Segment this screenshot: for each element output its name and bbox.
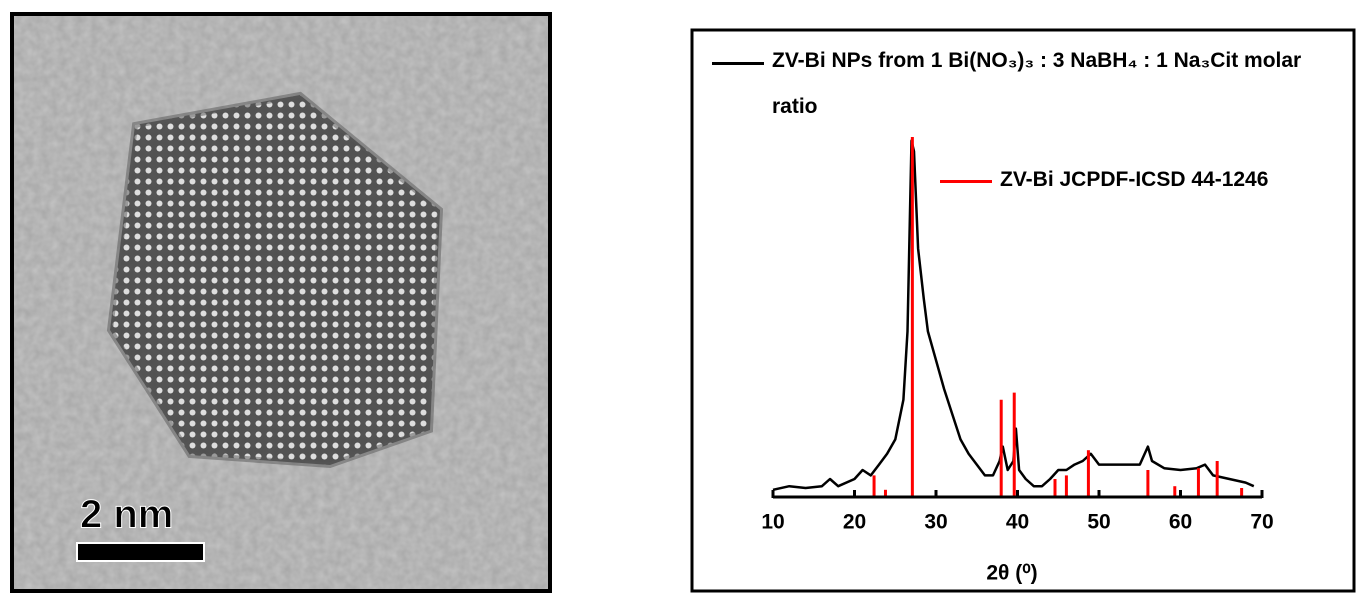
scale-label: 2 nm: [80, 493, 173, 537]
legend-label: ZV-Bi NPs from 1 Bi(NO₃)₃ : 3 NaBH₄ : 1 …: [772, 49, 1302, 118]
legend-entry: ZV-Bi NPs from 1 Bi(NO₃)₃ : 3 NaBH₄ : 1 …: [712, 48, 1352, 130]
legend-swatch: [712, 62, 764, 65]
x-axis-label: 2θ (⁰): [986, 562, 1037, 585]
legend-swatch: [940, 180, 992, 183]
x-tick-label: 40: [1006, 511, 1029, 534]
x-tick-label: 30: [924, 511, 947, 534]
x-tick-label: 20: [843, 511, 866, 534]
x-tick-label: 50: [1087, 511, 1110, 534]
tem-image: 2 nm: [10, 12, 552, 593]
scale-bar: [76, 542, 205, 562]
x-tick-label: 70: [1250, 511, 1273, 534]
x-tick-label: 60: [1169, 511, 1192, 534]
legend-entry: ZV-Bi JCPDF-ICSD 44-1246: [940, 168, 1268, 192]
plot-area: 10 20 30 40 50 60 70: [761, 137, 1274, 534]
legend-label: ZV-Bi JCPDF-ICSD 44-1246: [1000, 168, 1269, 191]
x-tick-label: 10: [761, 511, 784, 534]
